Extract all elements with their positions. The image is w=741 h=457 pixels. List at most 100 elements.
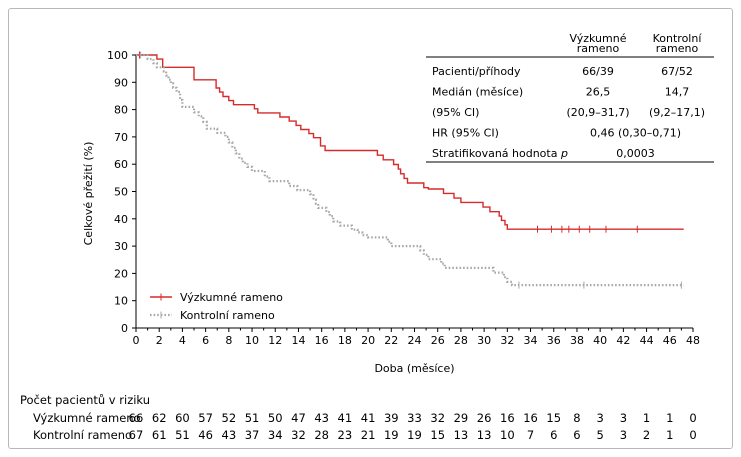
x-tick-label: 32 <box>500 334 514 347</box>
risk-cell: 43 <box>222 428 237 442</box>
x-tick-label: 36 <box>547 334 561 347</box>
x-tick-label: 34 <box>524 334 538 347</box>
legend-label: Kontrolní rameno <box>180 309 275 322</box>
x-tick-label: 30 <box>477 334 491 347</box>
stats-col-header: Výzkumné <box>570 32 627 45</box>
x-tick-label: 18 <box>338 334 352 347</box>
y-tick-label: 40 <box>114 213 128 226</box>
risk-cell: 50 <box>268 411 283 425</box>
risk-cell: 32 <box>291 428 306 442</box>
y-tick-label: 70 <box>114 131 128 144</box>
stats-cell: (20,9–31,7) <box>566 106 629 119</box>
risk-cell: 3 <box>597 411 604 425</box>
x-tick-label: 16 <box>315 334 329 347</box>
risk-cell: 19 <box>384 428 399 442</box>
stats-row-label: Pacienti/příhody <box>432 65 521 78</box>
risk-cell: 26 <box>477 411 492 425</box>
risk-cell: 6 <box>573 428 580 442</box>
risk-cell: 5 <box>597 428 604 442</box>
survival-curves <box>136 51 684 289</box>
stats-cell: 66/39 <box>582 65 614 78</box>
risk-cell: 3 <box>620 411 627 425</box>
stats-cell: (9,2–17,1) <box>649 106 705 119</box>
risk-cell: 52 <box>222 411 237 425</box>
x-tick-label: 2 <box>156 334 163 347</box>
stats-table: VýzkumnéramenoKontrolníramenoPacienti/př… <box>426 32 714 163</box>
risk-cell: 16 <box>523 411 538 425</box>
risk-cell: 41 <box>361 411 376 425</box>
risk-cell: 8 <box>573 411 580 425</box>
legend-label: Výzkumné rameno <box>180 291 283 304</box>
x-tick-label: 4 <box>179 334 186 347</box>
risk-table-title: Počet pacientů v riziku <box>20 393 150 407</box>
stats-cell-merged: 0,46 (0,30–0,71) <box>590 127 681 140</box>
risk-cell: 2 <box>643 428 650 442</box>
risk-cell: 19 <box>407 428 422 442</box>
x-tick-label: 40 <box>593 334 607 347</box>
stats-row-label-italic: p <box>560 147 568 160</box>
x-tick-label: 6 <box>202 334 209 347</box>
x-tick-label: 12 <box>268 334 282 347</box>
stats-row-label: Medián (měsíce) <box>432 86 523 99</box>
risk-cell: 60 <box>175 411 190 425</box>
y-tick-label: 0 <box>121 322 128 335</box>
x-tick-label: 10 <box>245 334 259 347</box>
x-tick-label: 28 <box>454 334 468 347</box>
risk-cell: 15 <box>430 428 445 442</box>
stats-cell: 14,7 <box>665 86 690 99</box>
y-tick-label: 80 <box>114 104 128 117</box>
x-tick-label: 0 <box>133 334 140 347</box>
x-tick-label: 46 <box>663 334 677 347</box>
risk-cell: 1 <box>643 411 650 425</box>
risk-cell: 10 <box>500 428 515 442</box>
stats-col-header: rameno <box>656 42 699 55</box>
y-tick-label: 10 <box>114 295 128 308</box>
risk-cell: 41 <box>338 411 353 425</box>
risk-cell: 23 <box>338 428 353 442</box>
x-axis-title: Doba (měsíce) <box>374 362 454 375</box>
risk-cell: 1 <box>666 428 673 442</box>
chart-axes: 0 2 4 6 8 10 12 14 16 18 20 22 24 26 28 30 32 34 36 38 40 42 4… <box>82 49 700 375</box>
risk-cell: 57 <box>198 411 213 425</box>
risk-cell: 61 <box>152 428 167 442</box>
x-tick-label: 26 <box>431 334 445 347</box>
stats-row-label: HR (95% CI) <box>432 127 499 140</box>
legend: Výzkumné rameno Kontrolní rameno <box>150 291 283 322</box>
risk-cell: 0 <box>689 428 696 442</box>
x-tick-label: 38 <box>570 334 584 347</box>
figure-frame <box>8 8 733 449</box>
stats-cell: 67/52 <box>661 65 693 78</box>
risk-table: Počet pacientů v riziku Výzkumné rameno 6 6… <box>20 393 697 442</box>
x-tick-label: 44 <box>640 334 654 347</box>
x-tick-label: 8 <box>225 334 232 347</box>
risk-cell: 28 <box>314 428 329 442</box>
y-tick-label: 100 <box>107 49 128 62</box>
stats-row-label: Stratifikovaná hodnota p <box>432 147 568 160</box>
x-tick-label: 24 <box>408 334 422 347</box>
risk-cell: 21 <box>361 428 376 442</box>
risk-cell: 47 <box>291 411 306 425</box>
risk-row-label: Výzkumné rameno <box>33 411 141 425</box>
risk-cell: 37 <box>245 428 260 442</box>
risk-cell: 1 <box>666 411 673 425</box>
x-tick-label: 20 <box>361 334 375 347</box>
risk-cell: 6 <box>550 428 557 442</box>
y-tick-label: 50 <box>114 186 128 199</box>
y-axis-title: Celkové přežití (%) <box>82 142 95 246</box>
x-tick-label: 42 <box>616 334 630 347</box>
stats-row-label: (95% CI) <box>432 106 479 119</box>
risk-cell: 13 <box>454 428 469 442</box>
y-tick-label: 30 <box>114 240 128 253</box>
risk-cell: 16 <box>500 411 515 425</box>
y-tick-label: 60 <box>114 158 128 171</box>
risk-cell: 29 <box>454 411 469 425</box>
risk-cell: 39 <box>384 411 399 425</box>
risk-cell: 46 <box>198 428 213 442</box>
y-tick-label: 20 <box>114 267 128 280</box>
risk-cell: 33 <box>407 411 422 425</box>
series-line-control-arm <box>136 53 684 287</box>
risk-cell: 43 <box>314 411 329 425</box>
risk-cell: 15 <box>546 411 561 425</box>
risk-cell: 34 <box>268 428 283 442</box>
